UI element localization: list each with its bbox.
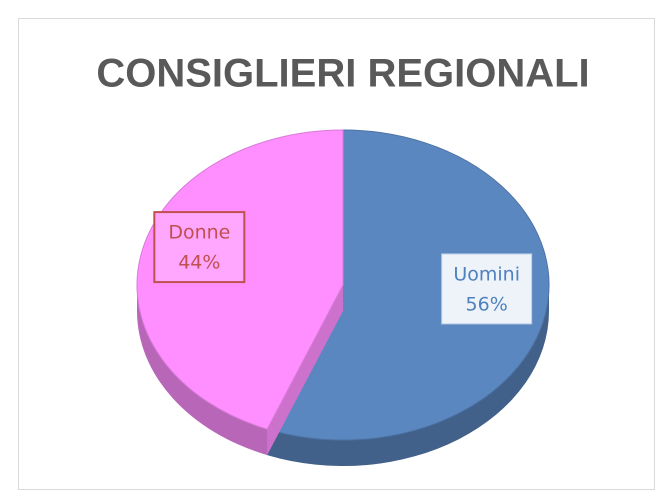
label-value: 56% <box>466 293 508 315</box>
chart-title: CONSIGLIERI REGIONALI <box>96 52 589 96</box>
label-value: 44% <box>178 252 220 274</box>
slice-top <box>266 129 550 441</box>
slice <box>266 129 550 466</box>
slice-wall <box>267 285 343 456</box>
label-box <box>153 211 246 284</box>
label-category: Uomini <box>453 263 520 285</box>
slice-side <box>136 285 268 456</box>
label-box <box>441 253 533 325</box>
data-label: Uomini 56% <box>441 253 533 325</box>
data-label: Donne 44% <box>153 211 246 284</box>
slice-side <box>267 285 549 466</box>
label-category: Donne <box>168 222 230 244</box>
